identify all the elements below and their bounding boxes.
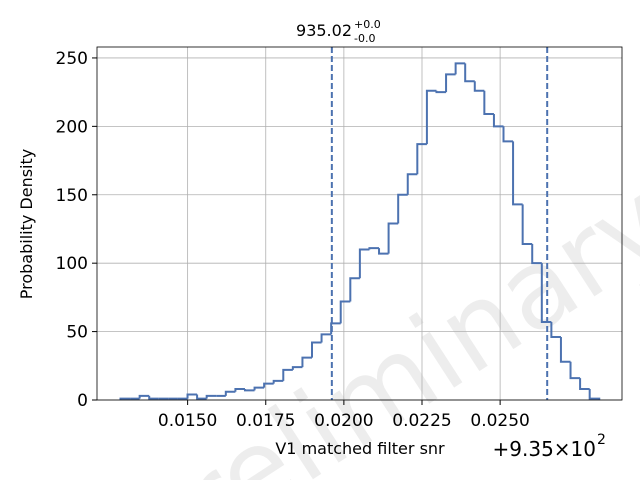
histogram-step — [406, 173, 418, 195]
y-tick-label: 100 — [56, 254, 88, 274]
title-sub: -0.0 — [354, 32, 375, 45]
histogram-step — [196, 394, 207, 400]
histogram-step — [253, 386, 265, 391]
histogram-step — [301, 356, 312, 368]
histogram-step — [588, 389, 601, 400]
histogram-step — [368, 247, 380, 250]
histogram-step — [579, 378, 590, 391]
histogram-step — [387, 222, 399, 254]
histogram-step — [559, 337, 571, 363]
x-tick-label: 0.0250 — [470, 411, 529, 431]
histogram-step — [243, 389, 255, 392]
title-sup: +0.0 — [354, 18, 381, 31]
x-tick-label: 0.0175 — [236, 411, 295, 431]
histogram-step — [416, 143, 427, 175]
y-tick-label: 0 — [77, 391, 88, 411]
histogram-step — [502, 126, 514, 143]
watermark: Preliminary — [102, 156, 640, 480]
histogram-step — [234, 388, 245, 392]
histogram-step — [435, 90, 447, 94]
histogram-step — [521, 204, 533, 246]
histogram-step — [483, 90, 494, 116]
histogram-step — [492, 114, 504, 128]
histogram-step — [339, 300, 351, 324]
histogram-step — [119, 397, 131, 400]
histogram-step — [358, 248, 370, 279]
y-axis-label: Probability Density — [17, 149, 36, 300]
x-tick-label: 0.0150 — [158, 411, 217, 431]
histogram-step — [282, 368, 293, 381]
histogram-step — [464, 63, 475, 83]
y-tick-label: 50 — [66, 323, 88, 343]
y-tick-label: 250 — [56, 49, 88, 69]
histogram-step — [224, 390, 236, 396]
histogram-step — [263, 382, 274, 388]
histogram-step — [349, 277, 360, 302]
x-offset-exp: 2 — [597, 432, 606, 448]
histogram-step — [138, 394, 150, 399]
histogram-step — [512, 141, 523, 206]
histogram-step — [531, 244, 542, 265]
chart-title: 935.02 — [296, 21, 352, 40]
histogram-step — [291, 366, 303, 370]
histogram-step — [445, 73, 456, 93]
y-tick-label: 150 — [56, 186, 88, 206]
histogram-step — [272, 379, 284, 384]
histogram-step — [205, 394, 217, 399]
histogram-step — [550, 322, 561, 339]
histogram-step — [540, 263, 552, 324]
x-tick-label: 0.0225 — [392, 411, 451, 431]
histogram-step — [311, 341, 322, 358]
histogram-step — [320, 333, 332, 343]
histogram-step — [425, 89, 437, 145]
histogram-step — [148, 395, 159, 400]
x-axis-label: V1 matched filter snr — [275, 439, 445, 458]
x-tick-label: 0.0200 — [314, 411, 373, 431]
y-tick-label: 200 — [56, 117, 88, 137]
histogram-step — [186, 393, 198, 399]
plot-frame — [96, 46, 623, 401]
histogram-step — [473, 81, 485, 92]
histogram-step — [378, 248, 389, 255]
histogram-step — [569, 361, 581, 380]
histogram-step — [397, 193, 408, 224]
x-offset-label: +9.35×10 — [493, 437, 597, 461]
histogram-step — [454, 62, 466, 75]
